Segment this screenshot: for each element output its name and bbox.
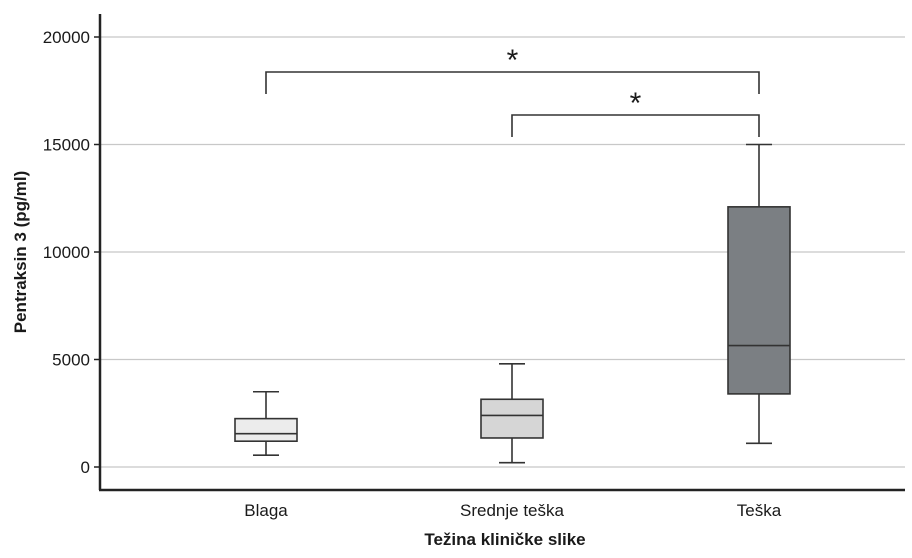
- significance-brackets: **: [265, 44, 760, 137]
- iqr-box: [480, 398, 544, 439]
- x-category-label: Srednje teška: [460, 501, 564, 520]
- y-tick-label: 15000: [43, 136, 90, 155]
- y-tick-label: 10000: [43, 243, 90, 262]
- significance-bracket: [265, 71, 760, 94]
- y-tick-label: 0: [81, 458, 90, 477]
- x-category-label: Teška: [737, 501, 782, 520]
- y-tick-label: 5000: [52, 351, 90, 370]
- x-category-label: Blaga: [244, 501, 288, 520]
- significance-bracket: [511, 114, 760, 137]
- x-axis-title: Težina kliničke slike: [424, 530, 585, 549]
- x-category-labels: Blaga Srednje teška Teška: [244, 501, 781, 520]
- y-tick-label: 20000: [43, 28, 90, 47]
- y-tick-labels: 0 5000 10000 15000 20000: [43, 28, 100, 477]
- iqr-box: [234, 417, 298, 443]
- significance-marker: *: [507, 44, 519, 77]
- iqr-box: [727, 206, 791, 395]
- boxes: [234, 143, 791, 464]
- box-group: [727, 143, 791, 445]
- significance-marker: *: [630, 87, 642, 120]
- box-group: [234, 390, 298, 456]
- box-group: [480, 362, 544, 464]
- y-axis-title: Pentraksin 3 (pg/ml): [11, 171, 30, 333]
